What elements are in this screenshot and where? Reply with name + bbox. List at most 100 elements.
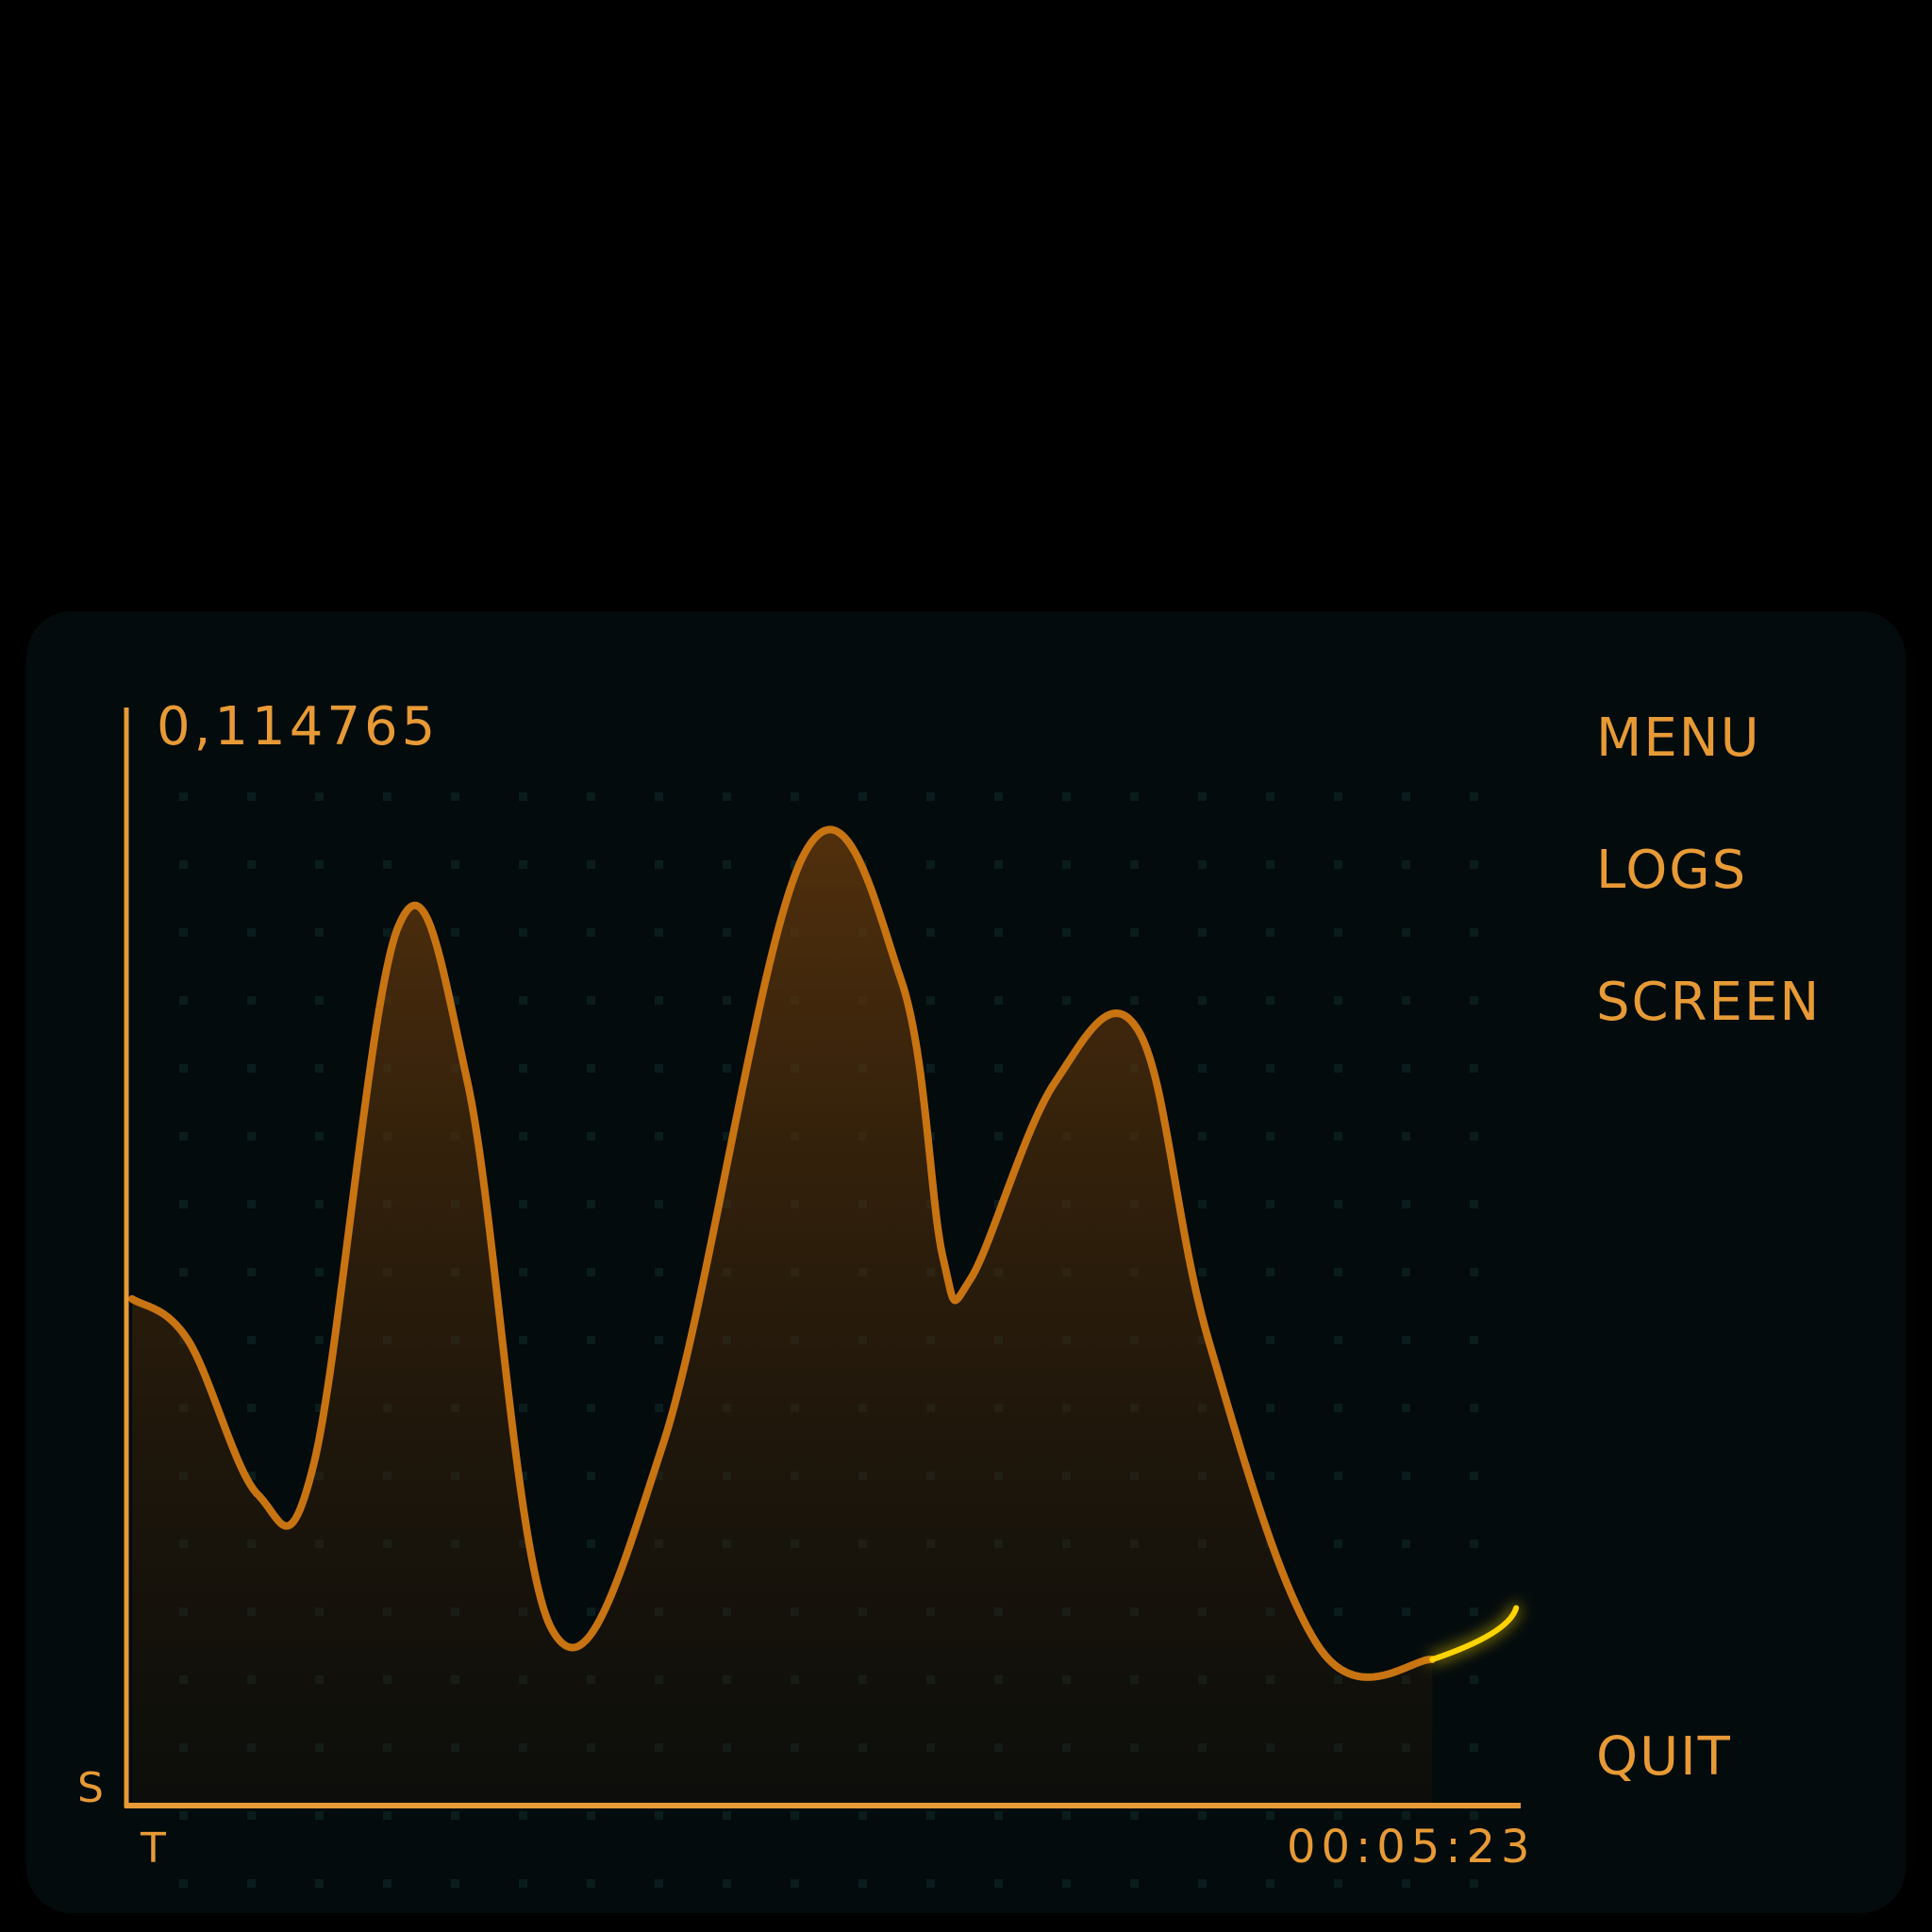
grid-dot [519,928,527,937]
grid-dot [655,1336,663,1344]
elapsed-time-label: 00:05:23 [1287,1821,1536,1874]
grid-dot [1402,1472,1410,1480]
grid-dot [247,1472,256,1480]
grid-dot [1062,1879,1071,1888]
grid-dot [1470,860,1478,869]
grid-dot [315,996,324,1005]
grid-dot [451,792,459,801]
grid-dot [1402,928,1410,937]
grid-dot [655,1132,663,1141]
grid-dot [1130,1811,1139,1820]
grid-dot [994,1064,1003,1073]
grid-dot [587,1200,595,1208]
value-readout: 0,114765 [157,696,440,758]
grid-dot [1266,1879,1274,1888]
grid-dot [519,1268,527,1276]
grid-dot [315,1811,324,1820]
grid-dot [587,1336,595,1344]
grid-dot [858,1811,867,1820]
grid-dot [315,1132,324,1141]
grid-dot [247,792,256,801]
grid-dot [1130,860,1139,869]
grid-dot [1130,1879,1139,1888]
logs-button[interactable]: LOGS [1596,840,1748,901]
grid-dot [587,1472,595,1480]
grid-dot [519,860,527,869]
grid-dot [179,1879,188,1888]
grid-dot [179,860,188,869]
grid-dot [1334,1879,1342,1888]
grid-dot [1130,792,1139,801]
grid-dot [1334,1336,1342,1344]
grid-dot [179,928,188,937]
grid-dot [1470,1404,1478,1412]
screen-button[interactable]: SCREEN [1596,972,1822,1033]
grid-dot [383,792,391,801]
grid-dot [587,1268,595,1276]
grid-dot [791,1811,799,1820]
grid-dot [655,928,663,937]
grid-dot [451,1879,459,1888]
grid-dot [1334,792,1342,801]
grid-dot [926,996,935,1005]
grid-dot [1334,1472,1342,1480]
grid-dot [1062,860,1071,869]
grid-dot [587,1879,595,1888]
grid-dot [723,1811,731,1820]
grid-dot [1266,1336,1274,1344]
grid-dot [994,1132,1003,1141]
grid-dot [247,1132,256,1141]
grid-dot [1334,928,1342,937]
grid-dot [247,1064,256,1073]
grid-dot [1402,860,1410,869]
series-line [128,825,1437,1681]
grid-dot [1470,1268,1478,1276]
grid-dot [1062,928,1071,937]
grid-dot [247,1879,256,1888]
grid-dot [587,792,595,801]
grid-dot [1266,1472,1274,1480]
grid-dot [315,1336,324,1344]
grid-dot [1470,1540,1478,1548]
grid-dot [1402,1404,1410,1412]
grid-dot [1402,1200,1410,1208]
grid-dot [1402,1336,1410,1344]
grid-dot [1470,1743,1478,1752]
grid-dot [1334,1200,1342,1208]
grid-dot [179,996,188,1005]
grid-dot [247,1404,256,1412]
grid-dot [791,792,799,801]
grid-dot [587,1064,595,1073]
grid-dot [1266,860,1274,869]
grid-dot [519,1200,527,1208]
grid-dot [315,1200,324,1208]
grid-dot [858,1879,867,1888]
quit-button[interactable]: QUIT [1596,1726,1732,1788]
grid-dot [383,928,391,937]
menu-button[interactable]: MENU [1596,708,1761,769]
grid-dot [315,928,324,937]
grid-dot [179,1811,188,1820]
grid-dot [791,1879,799,1888]
series-cursor-glow [1429,1605,1520,1663]
grid-dot [926,1811,935,1820]
grid-dot [587,1811,595,1820]
grid-dot [1334,1132,1342,1141]
grid-dot [655,860,663,869]
grid-dot [858,792,867,801]
grid-dot [1334,1404,1342,1412]
grid-dot [247,860,256,869]
grid-dot [1334,996,1342,1005]
y-axis-label: S [77,1764,104,1812]
grid-dot [451,1811,459,1820]
grid-dot [315,1268,324,1276]
grid-dot [1402,996,1410,1005]
grid-dot [1198,928,1207,937]
grid-dot [519,1811,527,1820]
grid-dot [1130,996,1139,1005]
grid-dot [383,860,391,869]
grid-dot [1402,1064,1410,1073]
grid-dot [315,1879,324,1888]
